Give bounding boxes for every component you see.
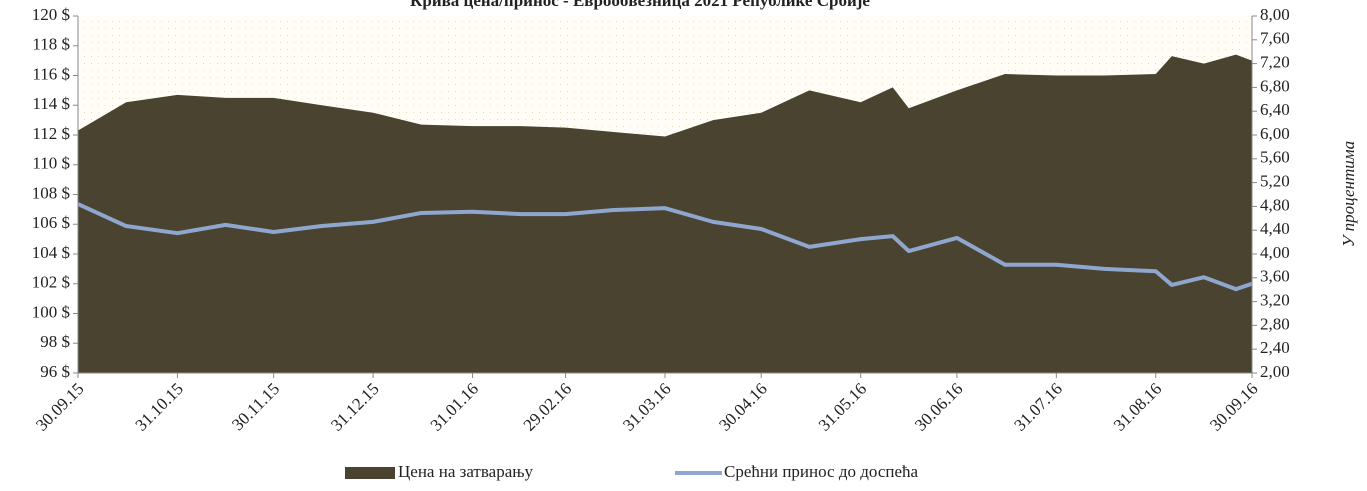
chart-title: Крива цена/принос - Еврообвезница 2021 Р… xyxy=(410,0,870,10)
x-tick-label: 30.04.16 xyxy=(715,379,771,435)
y-tick-label: 118 $ xyxy=(32,35,70,54)
y-tick-label: 98 $ xyxy=(40,332,70,351)
x-tick-label: 31.01.16 xyxy=(427,379,483,435)
y-tick-label: 106 $ xyxy=(32,213,70,232)
y2-tick-label: 5,60 xyxy=(1260,148,1290,167)
legend-label: Срећни принос до доспећа xyxy=(724,462,919,481)
y2-tick-label: 4,80 xyxy=(1260,195,1290,214)
y-tick-label: 102 $ xyxy=(32,273,70,292)
y2-tick-label: 8,00 xyxy=(1260,5,1290,24)
y2-tick-label: 2,40 xyxy=(1260,338,1290,357)
y-tick-label: 108 $ xyxy=(32,183,70,202)
x-tick-label: 30.09.16 xyxy=(1206,379,1262,435)
y-tick-label: 100 $ xyxy=(32,302,70,321)
y-tick-label: 114 $ xyxy=(32,94,70,113)
y2-axis-label: У процентима xyxy=(1339,141,1358,247)
legend-swatch xyxy=(345,467,395,479)
y2-tick-label: 4,40 xyxy=(1260,219,1290,238)
x-tick-label: 31.08.16 xyxy=(1110,379,1166,435)
x-tick-label: 31.07.16 xyxy=(1010,379,1066,435)
y2-tick-label: 6,40 xyxy=(1260,100,1290,119)
y-tick-label: 96 $ xyxy=(40,362,70,381)
y-tick-label: 112 $ xyxy=(32,124,70,143)
x-tick-label: 31.05.16 xyxy=(815,379,871,435)
price-area xyxy=(78,54,1252,374)
x-tick-label: 31.03.16 xyxy=(619,379,675,435)
yield-line xyxy=(77,202,1253,292)
x-tick-label: 30.09.15 xyxy=(32,379,88,435)
y-tick-label: 120 $ xyxy=(32,5,70,24)
y-tick-label: 116 $ xyxy=(32,64,70,83)
y2-tick-label: 3,60 xyxy=(1260,267,1290,286)
y2-tick-label: 6,00 xyxy=(1260,124,1290,143)
x-tick-label: 30.06.16 xyxy=(911,379,967,435)
y2-tick-label: 2,80 xyxy=(1260,314,1290,333)
y2-tick-label: 2,00 xyxy=(1260,362,1290,381)
x-tick-label: 31.10.15 xyxy=(132,379,188,435)
y2-tick-label: 7,60 xyxy=(1260,29,1290,48)
legend-label: Цена на затварању xyxy=(398,462,534,481)
y2-tick-label: 5,20 xyxy=(1260,172,1290,191)
x-tick-label: 29.02.16 xyxy=(520,379,576,435)
y2-tick-label: 7,20 xyxy=(1260,53,1290,72)
y2-tick-label: 6,80 xyxy=(1260,76,1290,95)
x-tick-label: 31.12.15 xyxy=(327,379,383,435)
x-tick-label: 30.11.15 xyxy=(228,379,283,434)
y-tick-label: 110 $ xyxy=(32,154,70,173)
y-tick-label: 104 $ xyxy=(32,243,70,262)
y2-tick-label: 4,00 xyxy=(1260,243,1290,262)
y2-tick-label: 3,20 xyxy=(1260,291,1290,310)
